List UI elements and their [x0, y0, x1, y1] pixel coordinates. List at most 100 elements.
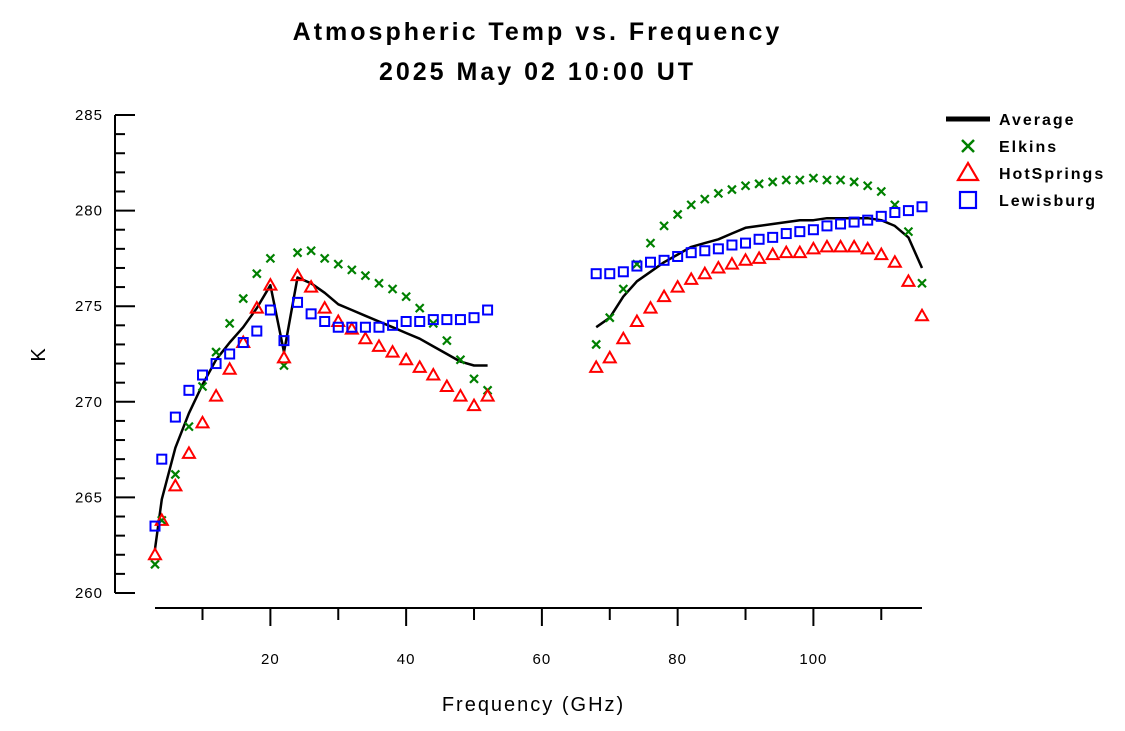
y-tick-label: 265 [75, 489, 103, 506]
data-point-lewisburg [672, 250, 684, 262]
data-point-hotsprings [900, 273, 917, 287]
data-point-lewisburg [454, 314, 466, 326]
data-point-lewisburg [780, 228, 792, 240]
data-point-lewisburg [875, 210, 887, 222]
data-point-lewisburg [889, 207, 901, 219]
data-point-hotsprings [398, 351, 414, 366]
data-point-elkins [862, 180, 873, 191]
data-point-lewisburg [264, 304, 276, 316]
data-point-elkins [265, 253, 276, 264]
data-point-hotsprings [832, 238, 849, 253]
data-point-lewisburg [427, 314, 439, 326]
data-point-hotsprings [167, 477, 184, 492]
data-point-lewisburg [400, 315, 412, 327]
data-point-elkins [238, 293, 249, 304]
data-point-hotsprings [194, 414, 211, 429]
data-point-elkins [455, 354, 466, 365]
data-point-hotsprings [371, 338, 387, 352]
data-point-lewisburg [197, 369, 209, 381]
data-point-lewisburg [156, 453, 168, 465]
data-point-lewisburg [441, 314, 453, 326]
data-point-lewisburg [902, 205, 914, 217]
x-axis-label: Frequency (GHz) [442, 694, 625, 716]
data-point-hotsprings [411, 359, 428, 373]
data-point-hotsprings [859, 240, 876, 255]
data-point-lewisburg [251, 325, 263, 337]
data-point-elkins [414, 303, 425, 313]
data-point-lewisburg [740, 237, 752, 249]
data-point-lewisburg [617, 266, 629, 278]
data-point-hotsprings [737, 252, 754, 266]
data-point-hotsprings [303, 279, 319, 293]
y-tick-label: 280 [75, 203, 103, 220]
data-point-elkins [306, 245, 316, 256]
data-point-lewisburg [149, 520, 161, 532]
data-point-lewisburg [821, 220, 833, 232]
data-point-hotsprings [439, 378, 455, 393]
data-point-lewisburg [916, 201, 928, 213]
data-point-elkins [903, 226, 914, 237]
legend-label-lewisburg: Lewisburg [999, 193, 1097, 210]
data-point-lewisburg [644, 256, 656, 268]
data-point-lewisburg [332, 321, 344, 333]
data-point-elkins [700, 194, 710, 204]
data-point-hotsprings [914, 307, 930, 322]
data-point-elkins [184, 421, 194, 432]
data-point-hotsprings [887, 254, 903, 268]
data-point-elkins [150, 559, 160, 570]
data-point-hotsprings [344, 321, 360, 335]
data-point-lewisburg [414, 315, 426, 327]
data-point-elkins [604, 312, 615, 323]
data-point-lewisburg [278, 335, 290, 347]
legend-label-average: Average [999, 112, 1076, 129]
data-point-hotsprings [208, 388, 224, 402]
legend: Average Elkins HotSprings Lewisburg [946, 112, 1103, 210]
data-point-elkins [347, 265, 357, 275]
data-point-hotsprings [873, 246, 889, 261]
data-point-lewisburg [807, 224, 819, 236]
x-tick-label: 20 [261, 651, 280, 668]
data-point-elkins [360, 270, 371, 281]
data-point-hotsprings [792, 244, 808, 259]
data-point-hotsprings [466, 397, 482, 412]
x-tick-label: 80 [668, 651, 687, 668]
data-point-lewisburg [373, 321, 385, 333]
data-point-elkins [645, 238, 656, 248]
data-point-lewisburg [699, 245, 711, 257]
data-point-hotsprings [221, 361, 238, 375]
data-point-hotsprings [697, 265, 713, 280]
data-point-elkins [795, 175, 805, 185]
series-line-average [595, 216, 924, 329]
data-point-elkins [292, 247, 303, 258]
data-point-hotsprings [602, 349, 618, 364]
data-point-lewisburg [210, 358, 222, 370]
data-point-elkins [469, 374, 479, 384]
y-tick-label: 275 [75, 298, 103, 315]
data-point-lewisburg [183, 384, 195, 396]
data-point-elkins [591, 339, 601, 350]
markers-group [147, 173, 930, 570]
data-point-elkins [618, 284, 629, 294]
data-point-hotsprings [615, 330, 632, 345]
data-point-elkins [781, 175, 792, 185]
data-point-elkins [170, 469, 181, 480]
data-point-lewisburg [359, 321, 371, 333]
data-point-hotsprings [479, 388, 496, 402]
data-point-elkins [808, 173, 819, 183]
data-point-hotsprings [425, 367, 442, 381]
data-point-hotsprings [249, 300, 265, 314]
data-point-hotsprings [316, 300, 333, 314]
legend-swatch-elkins [961, 139, 975, 153]
data-point-hotsprings [588, 359, 604, 373]
legend-label-elkins: Elkins [999, 139, 1058, 156]
data-point-elkins [333, 259, 344, 269]
data-point-elkins [442, 335, 452, 346]
data-point-lewisburg [346, 321, 358, 333]
data-point-hotsprings [819, 238, 835, 253]
data-point-elkins [211, 347, 221, 357]
data-point-hotsprings [669, 279, 686, 293]
data-point-lewisburg [848, 216, 860, 228]
data-point-hotsprings [330, 313, 346, 327]
data-point-hotsprings [642, 300, 659, 314]
data-point-lewisburg [835, 218, 847, 230]
